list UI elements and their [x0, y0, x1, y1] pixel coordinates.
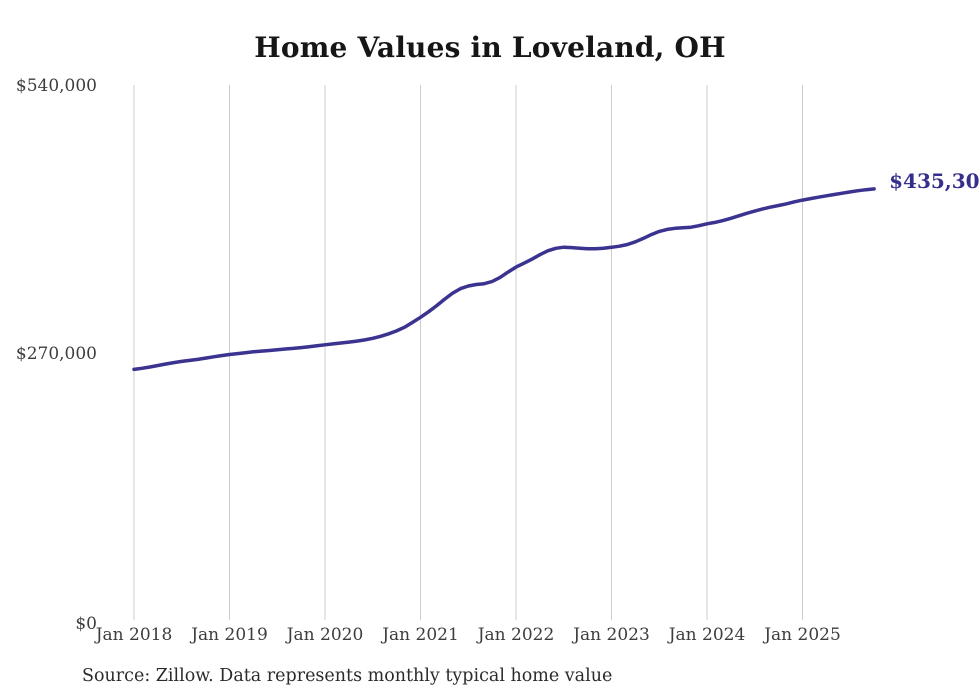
x-tick-label: Jan 2024 [667, 625, 746, 645]
y-tick-label: $270,000 [16, 344, 97, 364]
x-tick-label: Jan 2019 [189, 625, 268, 645]
x-tick-label: Jan 2020 [285, 625, 364, 645]
home-value-line [132, 187, 876, 372]
x-tick-label: Jan 2022 [476, 625, 555, 645]
x-tick-label: Jan 2023 [571, 625, 650, 645]
source-note: Source: Zillow. Data represents monthly … [82, 666, 613, 686]
y-tick-label: $0 [75, 614, 97, 634]
y-tick-label: $540,000 [16, 76, 97, 96]
chart-title: Home Values in Loveland, OH [254, 31, 726, 64]
latest-value-label: $435,307 [889, 169, 980, 193]
x-tick-label: Jan 2021 [380, 625, 459, 645]
x-tick-label: Jan 2025 [762, 625, 841, 645]
x-tick-label: Jan 2018 [94, 625, 173, 645]
